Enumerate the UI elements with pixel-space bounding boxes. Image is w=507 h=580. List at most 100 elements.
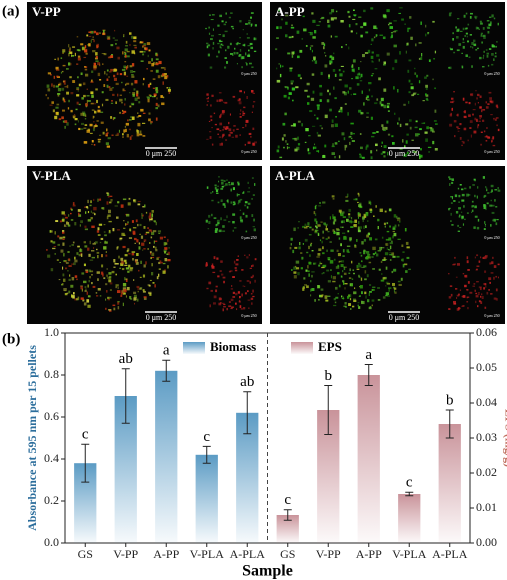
speck xyxy=(297,143,301,146)
inset-speck xyxy=(465,12,468,15)
inset-speck xyxy=(228,305,232,308)
speck xyxy=(165,242,168,245)
speck xyxy=(132,227,137,229)
speck xyxy=(136,285,140,288)
speck xyxy=(133,36,137,40)
speck xyxy=(123,234,126,236)
speck xyxy=(404,145,406,149)
inset-speck xyxy=(448,273,450,275)
speck xyxy=(88,43,91,47)
speck xyxy=(311,288,315,292)
speck xyxy=(151,263,153,267)
speck xyxy=(398,12,401,14)
speck xyxy=(164,247,168,250)
speck xyxy=(340,264,344,268)
speck xyxy=(55,220,59,223)
speck xyxy=(308,261,311,264)
speck xyxy=(289,246,292,250)
speck xyxy=(64,86,68,88)
inset-speck xyxy=(495,275,497,278)
speck xyxy=(100,271,104,275)
speck xyxy=(123,289,127,293)
speck xyxy=(405,140,408,144)
speck xyxy=(294,246,298,249)
speck xyxy=(380,152,383,155)
inset-speck xyxy=(209,131,212,133)
speck xyxy=(322,272,325,274)
speck xyxy=(77,57,81,61)
speck xyxy=(167,251,170,256)
inset-speck xyxy=(251,90,254,93)
inset-speck xyxy=(216,192,219,194)
speck xyxy=(331,56,335,61)
inset-speck xyxy=(237,181,240,184)
speck xyxy=(95,60,99,62)
speck xyxy=(90,81,94,83)
speck xyxy=(86,95,90,97)
speck xyxy=(167,89,171,92)
speck xyxy=(414,126,418,129)
inset-speck xyxy=(208,26,211,29)
speck xyxy=(98,198,102,201)
inset-speck xyxy=(458,293,460,296)
speck xyxy=(82,82,86,86)
speck xyxy=(138,242,141,245)
speck xyxy=(77,245,80,248)
speck xyxy=(157,104,160,108)
speck xyxy=(371,288,375,291)
inset-speck xyxy=(242,29,244,31)
speck xyxy=(168,247,170,249)
speck xyxy=(315,204,318,207)
speck xyxy=(363,225,365,229)
speck xyxy=(76,63,79,65)
speck xyxy=(344,283,348,285)
inset-speck xyxy=(239,305,242,309)
speck xyxy=(358,72,361,75)
inset-speck xyxy=(239,90,242,93)
speck xyxy=(353,291,357,295)
speck xyxy=(314,114,316,116)
inset-speck xyxy=(226,200,228,202)
speck xyxy=(151,217,153,221)
inset-speck xyxy=(482,176,485,179)
speck xyxy=(310,243,312,247)
inset-speck xyxy=(243,191,245,194)
speck xyxy=(311,60,314,62)
speck xyxy=(339,109,341,112)
speck xyxy=(359,202,362,207)
inset-speck xyxy=(485,207,487,211)
speck xyxy=(310,288,312,292)
speck xyxy=(107,214,111,217)
speck xyxy=(374,102,378,105)
speck xyxy=(339,73,343,77)
inset-speck xyxy=(454,194,458,198)
inset-speck xyxy=(206,186,209,189)
speck xyxy=(393,20,397,22)
speck xyxy=(308,135,311,137)
speck xyxy=(299,49,303,53)
inset-speck xyxy=(251,23,253,26)
speck xyxy=(415,43,417,47)
inset-speck xyxy=(470,93,473,96)
inset-speck xyxy=(478,286,482,289)
speck xyxy=(139,287,142,290)
speck xyxy=(338,284,341,288)
inset-speck xyxy=(215,189,219,193)
speck xyxy=(305,45,308,47)
speck xyxy=(385,243,389,246)
speck xyxy=(69,76,72,79)
inset-speck xyxy=(462,295,466,298)
speck xyxy=(84,245,88,248)
speck xyxy=(397,280,401,283)
inset-speck xyxy=(251,214,254,217)
speck xyxy=(370,55,374,59)
speck xyxy=(341,295,343,298)
speck xyxy=(332,229,335,232)
speck xyxy=(316,24,320,26)
speck xyxy=(410,86,414,90)
inset-speck xyxy=(228,301,231,304)
speck xyxy=(319,239,322,242)
speck xyxy=(320,221,323,223)
error-bar xyxy=(81,443,90,483)
speck xyxy=(89,132,93,135)
